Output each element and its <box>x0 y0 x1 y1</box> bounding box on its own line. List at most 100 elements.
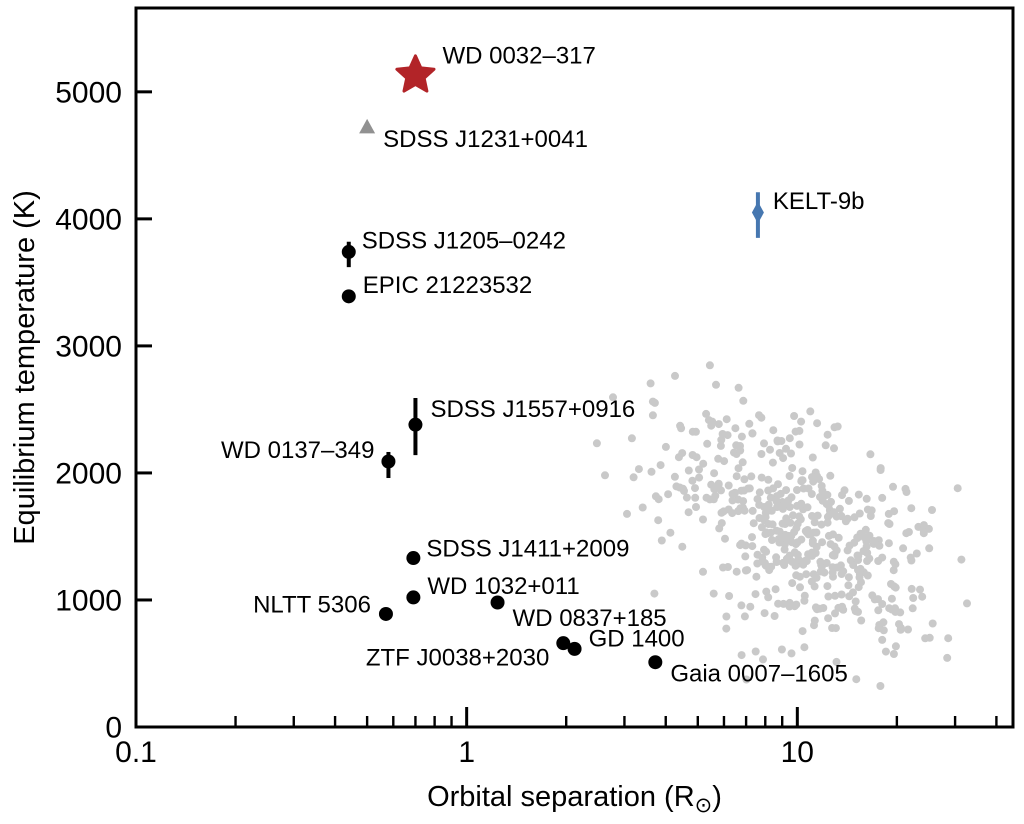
background-population-dot <box>651 492 660 501</box>
point-sdss-j1231-0041: SDSS J1231+0041 <box>359 118 588 153</box>
circle-marker <box>381 454 396 469</box>
background-population-dot <box>868 591 877 600</box>
background-population-dot <box>699 515 707 524</box>
background-population-dot <box>666 528 675 537</box>
background-population-dot <box>737 432 746 441</box>
background-population-dot <box>808 551 816 560</box>
background-population-dot <box>889 482 897 491</box>
background-population-dot <box>782 486 791 495</box>
background-population-dot <box>749 519 758 528</box>
background-population-dot <box>838 491 846 500</box>
background-population-dot <box>688 476 697 485</box>
background-population-dot <box>736 446 745 455</box>
background-population-dot <box>813 419 822 428</box>
background-population-dot <box>829 530 837 539</box>
background-population-dot <box>739 396 748 405</box>
background-population-dot <box>866 450 875 459</box>
background-population-dot <box>761 513 770 522</box>
background-population-dot <box>899 544 908 553</box>
background-population-dot <box>705 495 714 504</box>
point-sdss-j1205-0242: SDSS J1205–0242 <box>341 227 566 268</box>
background-population-dot <box>839 605 848 614</box>
background-population-dot <box>879 626 888 635</box>
background-population-dot <box>887 594 896 603</box>
background-population-dot <box>740 475 749 484</box>
background-population-dot <box>863 571 872 580</box>
background-population-dot <box>751 590 760 599</box>
background-population-dot <box>717 435 726 444</box>
background-population-dot <box>743 566 752 575</box>
background-population-dot <box>817 520 826 529</box>
background-population-dot <box>798 627 807 636</box>
background-population-dot <box>831 609 839 618</box>
background-population-dot <box>722 415 731 424</box>
background-population-dot <box>881 647 890 656</box>
circle-marker <box>648 655 663 670</box>
background-population-dot <box>752 572 761 581</box>
background-population-dot <box>646 379 655 388</box>
background-population-dot <box>769 426 778 435</box>
background-population-dot <box>803 503 812 512</box>
background-population-dot <box>810 621 818 630</box>
background-population-dot <box>844 573 853 582</box>
background-population-dot <box>859 547 868 556</box>
background-population-dot <box>875 541 884 550</box>
background-population-dot <box>953 484 962 493</box>
background-population-dot <box>634 465 643 474</box>
background-population-dot <box>678 542 687 551</box>
background-population-dot <box>843 546 852 555</box>
background-population-dot <box>904 625 912 634</box>
background-population-dot <box>804 530 813 539</box>
background-population-dot <box>703 439 712 448</box>
background-population-dot <box>823 582 832 591</box>
background-population-dot <box>753 495 762 504</box>
background-population-dot <box>714 420 723 429</box>
background-population-dot <box>912 549 921 558</box>
background-population-dot <box>787 449 795 458</box>
background-population-dot <box>759 655 767 664</box>
background-population-dot <box>885 604 894 613</box>
background-population-dot <box>793 486 801 494</box>
background-population-dot <box>823 430 832 439</box>
background-population-dot <box>766 493 775 502</box>
background-population-dot <box>719 563 727 572</box>
background-population-dot <box>855 509 864 518</box>
x-axis: 0.1 1 10 Orbital separation (R⊙) <box>115 707 998 817</box>
circle-marker <box>341 244 356 259</box>
point-label: WD 0032–317 <box>442 43 595 70</box>
point-ztf-j0038-2030: ZTF J0038+2030 <box>366 636 571 672</box>
background-population-dot <box>896 608 905 617</box>
background-population-dot <box>778 533 787 542</box>
background-population-dot <box>755 488 764 497</box>
point-label: SDSS J1231+0041 <box>383 126 588 153</box>
background-population-dot <box>757 450 766 458</box>
background-population-dot <box>800 643 809 652</box>
background-population-dot <box>821 441 830 450</box>
background-population-dot <box>799 560 808 569</box>
y-tick-label: 1000 <box>55 584 122 617</box>
background-population-dot <box>746 602 755 611</box>
x-tick-label: 1 <box>458 736 475 769</box>
background-population-dot <box>765 566 774 575</box>
background-population-dot <box>776 502 785 510</box>
background-population-dot <box>824 592 833 601</box>
background-population-dot <box>862 494 871 503</box>
background-population-dot <box>889 566 898 575</box>
background-population-dot <box>737 486 746 495</box>
background-population-dot <box>760 609 769 618</box>
background-population-dot <box>734 383 743 392</box>
background-population-dot <box>957 555 966 564</box>
y-axis: 0 1000 2000 3000 4000 5000 Equilibrium tempera… <box>9 76 152 745</box>
background-population-dot <box>757 473 766 482</box>
background-population-dot <box>844 581 853 590</box>
point-wd-0137-349: WD 0137–349 <box>221 437 396 479</box>
background-population-dot <box>709 589 718 598</box>
background-population-dot <box>876 464 885 473</box>
background-population-dot <box>797 535 806 544</box>
background-population-dot <box>657 536 666 545</box>
background-population-dot <box>876 682 885 690</box>
background-population-dot <box>891 642 900 651</box>
background-population-dot <box>712 380 720 389</box>
background-population-dot <box>928 506 936 514</box>
background-population-dot <box>865 554 874 563</box>
